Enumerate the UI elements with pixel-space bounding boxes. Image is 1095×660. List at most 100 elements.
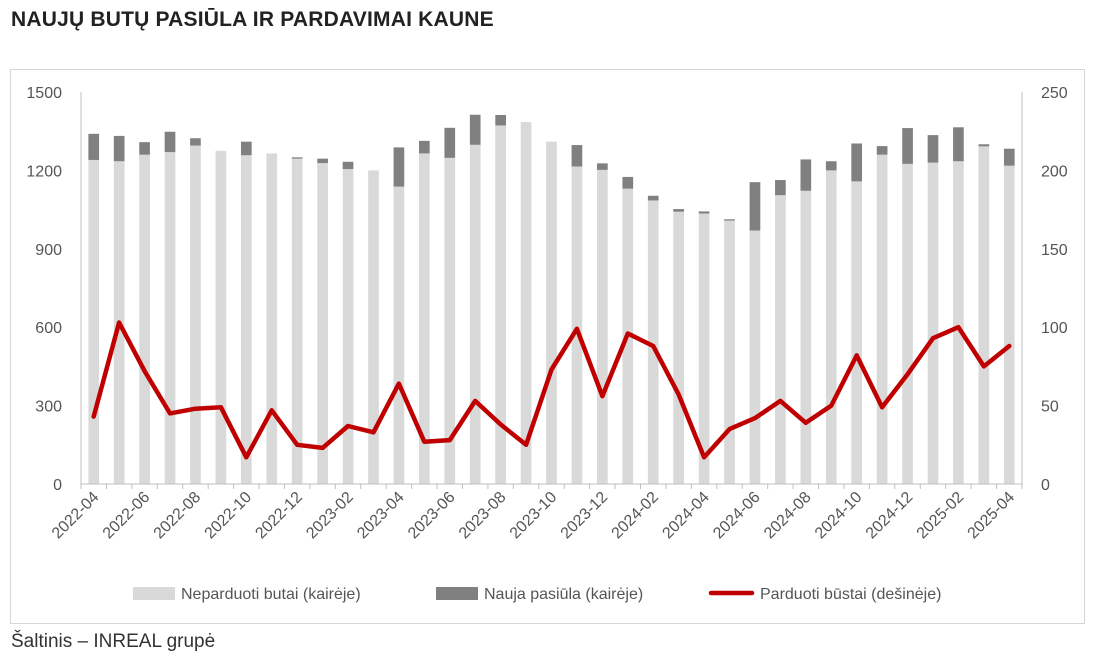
bar-unsold <box>418 153 430 484</box>
x-tick-label: 2023-08 <box>456 489 510 543</box>
legend-label-unsold: Neparduoti butai (kairėje) <box>181 586 361 603</box>
bar-unsold <box>775 195 786 484</box>
bar-new-supply <box>749 182 761 231</box>
x-tick-label: 2023-02 <box>303 489 357 543</box>
bar-new-supply <box>876 146 888 155</box>
bar-new-supply <box>953 127 964 162</box>
bar-new-supply <box>1003 148 1015 166</box>
bar-unsold <box>291 158 303 484</box>
bar-new-supply <box>927 135 939 163</box>
y-right-tick-label: 150 <box>1041 242 1068 259</box>
bar-unsold <box>342 169 354 485</box>
bar-unsold <box>139 154 150 484</box>
bar-unsold <box>927 162 939 484</box>
bar-unsold <box>266 153 278 484</box>
y-left-tick-label: 1500 <box>26 85 62 102</box>
bar-new-supply <box>622 176 634 189</box>
source-note: Šaltinis – INREAL grupė <box>11 631 216 652</box>
bar-unsold <box>571 166 583 485</box>
line-group <box>91 320 1012 460</box>
bar-unsold <box>800 190 812 484</box>
x-tick-label: 2023-06 <box>405 489 459 543</box>
bar-unsold <box>495 125 506 484</box>
x-tick-label: 2024-10 <box>812 489 866 543</box>
bar-new-supply <box>291 157 303 159</box>
x-tick-label: 2022-06 <box>100 489 154 543</box>
x-tick-label: 2024-06 <box>710 489 764 543</box>
bar-new-supply <box>469 114 481 145</box>
legend-label-sold: Parduoti būstai (dešinėje) <box>760 586 941 603</box>
bar-unsold <box>724 220 735 485</box>
x-tick-label: 2022-12 <box>252 489 306 543</box>
bar-unsold <box>647 200 659 484</box>
bar-new-supply <box>164 131 176 153</box>
bar-new-supply <box>342 161 354 170</box>
bar-unsold <box>520 122 532 484</box>
legend-swatch-unsold <box>133 587 175 600</box>
bar-unsold <box>469 144 481 484</box>
y-right-tick-label: 100 <box>1041 320 1068 337</box>
bar-new-supply <box>571 145 583 167</box>
bar-new-supply <box>698 211 710 214</box>
x-tick-label: 2024-08 <box>761 489 815 543</box>
bar-new-supply <box>418 140 430 154</box>
bar-new-supply <box>775 180 786 196</box>
bar-new-supply <box>139 142 150 155</box>
x-tick-label: 2025-04 <box>965 489 1019 543</box>
bar-new-supply <box>495 114 506 126</box>
bar-unsold <box>164 152 176 484</box>
x-tick-label: 2025-02 <box>914 489 968 543</box>
bar-unsold <box>240 155 252 484</box>
bar-unsold <box>317 163 328 484</box>
bar-new-supply <box>647 195 659 201</box>
y-right-tick-label: 250 <box>1041 85 1068 102</box>
x-tick-label: 2022-04 <box>49 489 103 543</box>
legend-swatch-new-supply <box>436 587 478 600</box>
bar-new-supply <box>978 144 990 147</box>
bar-unsold <box>978 146 990 484</box>
bar-unsold <box>1003 165 1015 485</box>
y-left-tick-label: 0 <box>53 477 62 494</box>
y-right-tick-label: 0 <box>1041 477 1050 494</box>
bar-new-supply <box>597 163 608 170</box>
bar-unsold <box>902 163 913 484</box>
y-left-tick-label: 900 <box>35 242 62 259</box>
bar-new-supply <box>444 127 456 158</box>
axes-group <box>80 92 1023 489</box>
legend: Neparduoti butai (kairėje) Nauja pasiūla … <box>133 586 941 603</box>
bar-unsold <box>825 170 837 484</box>
bar-unsold <box>876 154 888 484</box>
bar-unsold <box>368 170 379 484</box>
x-tick-label: 2024-12 <box>863 489 917 543</box>
x-tick-label: 2024-04 <box>659 489 713 543</box>
bar-new-supply <box>393 147 405 187</box>
bar-new-supply <box>190 138 201 146</box>
bar-unsold <box>88 159 100 485</box>
bar-unsold <box>953 161 964 484</box>
bar-new-supply <box>825 161 837 171</box>
bar-unsold <box>673 211 685 484</box>
bar-unsold <box>749 230 761 484</box>
x-tick-label: 2023-10 <box>507 489 561 543</box>
y-left-tick-label: 600 <box>35 320 62 337</box>
legend-label-new-supply: Nauja pasiūla (kairėje) <box>484 586 643 603</box>
bar-unsold <box>190 145 201 484</box>
bar-unsold <box>546 141 557 485</box>
bar-new-supply <box>851 143 863 182</box>
x-tick-label: 2023-04 <box>354 489 408 543</box>
bar-new-supply <box>88 133 100 160</box>
bar-new-supply <box>317 158 328 164</box>
y-right-tick-label: 50 <box>1041 399 1059 416</box>
bar-new-supply <box>724 219 735 221</box>
bar-new-supply <box>902 128 913 164</box>
bar-new-supply <box>673 209 685 212</box>
x-tick-label: 2024-02 <box>609 489 663 543</box>
y-left-tick-label: 1200 <box>26 163 62 180</box>
bar-unsold <box>698 213 710 484</box>
bar-unsold <box>851 181 863 484</box>
y-left-tick-label: 300 <box>35 399 62 416</box>
x-tick-label: 2022-10 <box>202 489 256 543</box>
x-tick-label: 2023-12 <box>558 489 612 543</box>
y-right-tick-label: 200 <box>1041 163 1068 180</box>
